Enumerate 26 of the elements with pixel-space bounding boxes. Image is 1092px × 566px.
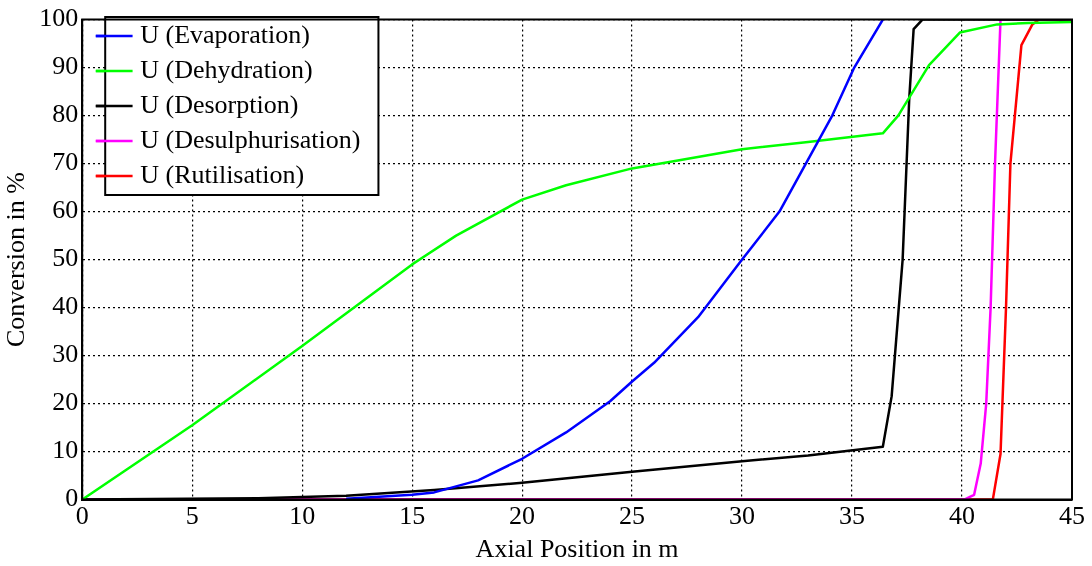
y-tick-label: 100: [39, 3, 79, 33]
y-tick-label: 80: [52, 99, 79, 129]
y-tick-label: 30: [52, 339, 79, 369]
x-tick-label: 20: [509, 501, 536, 531]
y-tick-label: 60: [52, 195, 79, 225]
x-tick-label: 35: [839, 501, 866, 531]
legend-label: U (Evaporation): [140, 19, 310, 49]
x-tick-label: 40: [949, 501, 976, 531]
legend-label: U (Desorption): [140, 89, 299, 119]
y-tick-label: 40: [52, 291, 79, 321]
legend-label: U (Rutilisation): [140, 159, 305, 189]
legend-label: U (Desulphurisation): [140, 124, 361, 154]
x-tick-label: 25: [619, 501, 646, 531]
legend-label: U (Dehydration): [140, 54, 313, 84]
x-tick-label: 15: [399, 501, 426, 531]
x-tick-label: 10: [289, 501, 316, 531]
y-tick-label: 10: [52, 435, 79, 465]
x-axis-title: Axial Position in m: [475, 534, 679, 564]
y-tick-label: 20: [52, 387, 79, 417]
y-tick-label: 90: [52, 51, 79, 81]
x-tick-label: 30: [729, 501, 756, 531]
y-tick-label: 50: [52, 243, 79, 273]
y-axis-title: Conversion in %: [1, 172, 31, 347]
x-tick-label: 5: [185, 501, 199, 531]
y-tick-label: 70: [52, 147, 79, 177]
x-tick-label: 45: [1059, 501, 1085, 531]
